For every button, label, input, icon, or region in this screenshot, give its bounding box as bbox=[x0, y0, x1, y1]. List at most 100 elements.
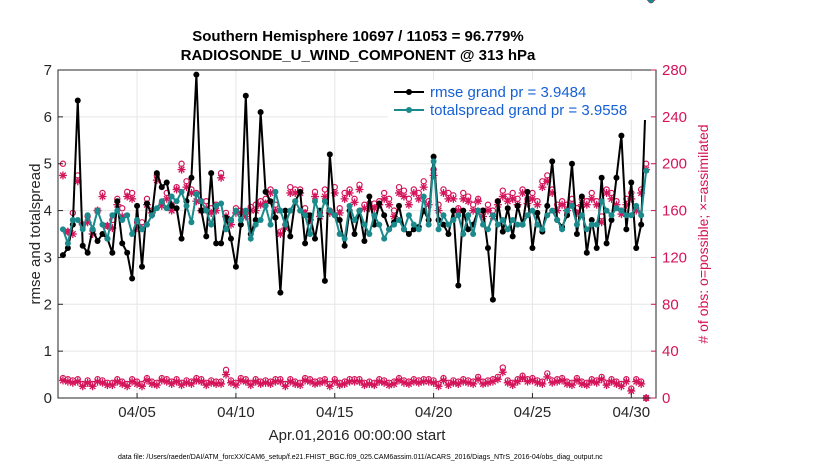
rmse-point-113 bbox=[618, 132, 625, 139]
totalspread-point-38 bbox=[247, 235, 254, 242]
obs-assimilated-marker-26-stroke-3 bbox=[188, 189, 195, 197]
low-obs-assimilated-marker-12-stroke-3 bbox=[118, 380, 126, 388]
totalspread-point-39 bbox=[252, 221, 259, 228]
low-obs-assimilated-marker-51 bbox=[310, 379, 319, 388]
low-obs-assimilated-marker-115-stroke-3 bbox=[628, 387, 635, 395]
rmse-point-70 bbox=[405, 231, 412, 237]
totalspread-point-97 bbox=[539, 226, 546, 233]
obs-assimilated-marker-84-stroke-3 bbox=[474, 197, 482, 205]
rmse-point-7 bbox=[94, 238, 101, 245]
totalspread-point-76 bbox=[435, 226, 442, 233]
low-obs-assimilated-marker-48 bbox=[296, 381, 305, 390]
low-obs-assimilated-marker-45 bbox=[281, 382, 290, 391]
rmse-point-5 bbox=[84, 249, 91, 256]
totalspread-point-59 bbox=[351, 216, 358, 223]
low-obs-assimilated-marker-104-stroke-3 bbox=[573, 377, 581, 384]
low-obs-assimilated-marker-35-stroke-3 bbox=[232, 381, 240, 389]
low-obs-assimilated-marker-92 bbox=[513, 377, 522, 386]
obs-assimilated-marker-22-stroke-3 bbox=[168, 207, 175, 214]
low-obs-assimilated-marker-5-stroke-3 bbox=[84, 379, 91, 387]
obs-assimilated-marker-8-stroke-3 bbox=[99, 193, 106, 200]
totalspread-point-1 bbox=[64, 240, 71, 247]
rmse-point-79 bbox=[450, 207, 457, 214]
obs-assimilated-marker-89-stroke-3 bbox=[499, 193, 507, 200]
x-tick-label-5: 04/30 bbox=[613, 404, 651, 421]
totalspread-point-9 bbox=[104, 235, 111, 242]
low-obs-assimilated-marker-101-stroke-3 bbox=[558, 377, 566, 384]
totalspread-point-17 bbox=[143, 221, 150, 228]
obs-assimilated-marker-77-stroke-3 bbox=[440, 189, 447, 197]
rmse-point-28 bbox=[198, 207, 205, 214]
totalspread-point-66 bbox=[386, 226, 393, 233]
obs-assimilated-marker-66 bbox=[385, 200, 394, 209]
totalspread-point-106 bbox=[583, 226, 590, 233]
rmse-point-4 bbox=[79, 242, 86, 249]
obs-assimilated-marker-110-stroke-3 bbox=[603, 189, 610, 197]
totalspread-point-67 bbox=[391, 221, 398, 228]
totalspread-point-64 bbox=[376, 221, 383, 228]
rmse-point-71 bbox=[410, 226, 417, 233]
low-obs-assimilated-marker-83 bbox=[469, 379, 478, 388]
totalspread-point-14 bbox=[129, 231, 136, 237]
obs-assimilated-marker-66-stroke-3 bbox=[385, 201, 393, 208]
totalspread-point-49 bbox=[302, 212, 309, 219]
totalspread-point-83 bbox=[470, 231, 477, 237]
low-obs-assimilated-marker-4 bbox=[78, 382, 87, 391]
rmse-point-98 bbox=[544, 202, 551, 209]
rmse-point-32 bbox=[218, 240, 225, 247]
obs-assimilated-marker-58-stroke-3 bbox=[346, 189, 353, 197]
obs-assimilated-marker-56 bbox=[335, 208, 344, 217]
rmse-point-13 bbox=[124, 249, 131, 256]
obs-assimilated-marker-97-stroke-3 bbox=[539, 183, 546, 191]
totalspread-point-36 bbox=[237, 216, 244, 223]
obs-assimilated-marker-86-stroke-3 bbox=[484, 207, 492, 214]
totalspread-point-89 bbox=[499, 216, 506, 223]
low-obs-assimilated-marker-19-stroke-3 bbox=[153, 381, 161, 389]
totalspread-point-93 bbox=[519, 221, 526, 228]
obs-assimilated-marker-40-stroke-3 bbox=[257, 201, 264, 208]
low-obs-assimilated-marker-26-stroke-3 bbox=[188, 380, 195, 388]
rmse-point-87 bbox=[489, 296, 496, 303]
rmse-point-11 bbox=[114, 198, 121, 205]
totalspread-point-69 bbox=[400, 226, 407, 233]
obs-assimilated-marker-79 bbox=[449, 194, 458, 203]
totalspread-point-25 bbox=[183, 202, 190, 209]
rmse-point-112 bbox=[613, 174, 620, 181]
rmse-point-42 bbox=[267, 198, 274, 205]
obs-assimilated-marker-93-stroke-3 bbox=[519, 189, 526, 197]
low-obs-assimilated-marker-91-stroke-3 bbox=[509, 381, 516, 389]
y-left-tick-label-6: 6 bbox=[44, 109, 52, 126]
totalspread-point-34 bbox=[227, 216, 234, 223]
low-obs-assimilated-marker-112-stroke-3 bbox=[613, 380, 620, 388]
totalspread-point-88 bbox=[494, 221, 501, 228]
totalspread-point-79 bbox=[450, 216, 457, 223]
obs-assimilated-marker-98-stroke-3 bbox=[544, 178, 551, 185]
rmse-point-114 bbox=[623, 226, 630, 233]
low-obs-assimilated-marker-86 bbox=[483, 378, 492, 387]
totalspread-point-70 bbox=[405, 212, 412, 219]
totalspread-point-99 bbox=[549, 207, 556, 214]
low-obs-assimilated-marker-3-stroke-3 bbox=[74, 378, 82, 385]
rmse-point-39 bbox=[252, 216, 259, 223]
low-obs-assimilated-marker-97-stroke-3 bbox=[539, 380, 546, 388]
rmse-point-46 bbox=[287, 233, 294, 240]
x-axis-ticks: 04/05 04/10 04/15 04/20 04/25 04/30 bbox=[118, 393, 650, 421]
low-obs-assimilated-marker-98 bbox=[543, 372, 552, 381]
totalspread-point-58 bbox=[346, 202, 353, 209]
rmse-point-56 bbox=[336, 216, 343, 223]
totalspread-point-32 bbox=[218, 200, 225, 207]
rmse-point-107 bbox=[588, 216, 595, 223]
low-obs-assimilated-marker-16 bbox=[138, 382, 147, 391]
rmse-point-15 bbox=[134, 202, 141, 209]
low-obs-assimilated-marker-63 bbox=[370, 381, 379, 390]
low-obs-assimilated-marker-100-stroke-3 bbox=[553, 378, 561, 385]
rmse-point-115 bbox=[628, 179, 635, 186]
totalspread-point-63 bbox=[371, 212, 378, 219]
totalspread-point-102 bbox=[564, 207, 571, 214]
low-obs-assimilated-marker-84-stroke-3 bbox=[474, 375, 482, 383]
low-obs-assimilated-marker-94-stroke-3 bbox=[524, 378, 531, 385]
obs-assimilated-marker-109-stroke-3 bbox=[598, 219, 605, 226]
totalspread-point-44 bbox=[277, 207, 284, 214]
low-obs-assimilated-marker-72-stroke-3 bbox=[415, 379, 423, 387]
legend-rmse-label: rmse grand pr = 3.9484 bbox=[430, 84, 586, 101]
